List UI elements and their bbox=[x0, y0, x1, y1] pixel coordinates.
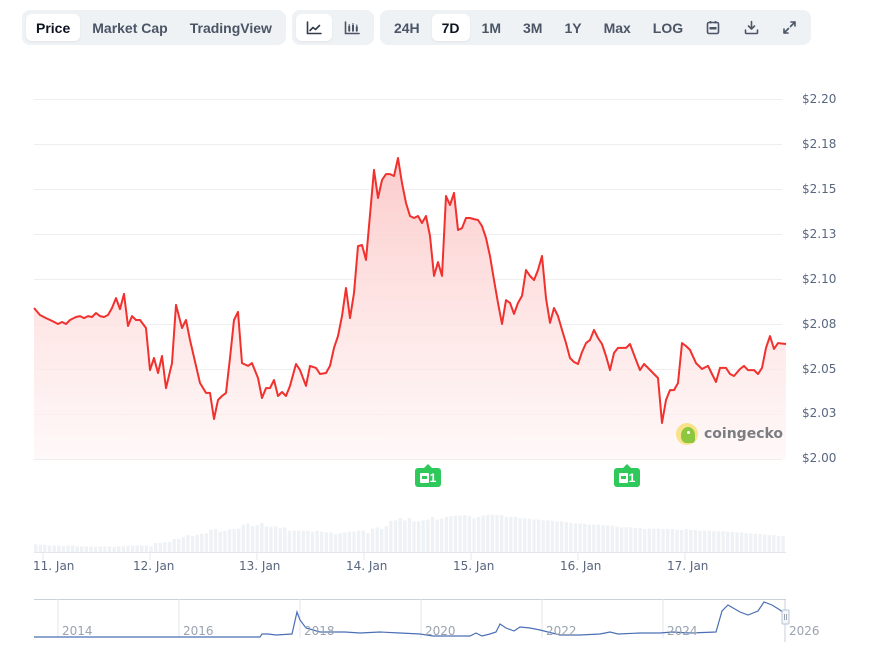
navigator-year-label: 2016 bbox=[183, 624, 214, 638]
x-axis-label: 12. Jan bbox=[133, 559, 175, 573]
tab-market-cap[interactable]: Market Cap bbox=[82, 14, 177, 41]
download-button[interactable] bbox=[733, 14, 769, 41]
candlestick-chart-button[interactable] bbox=[334, 14, 370, 41]
y-axis-label: $2.15 bbox=[802, 182, 837, 196]
range-label: Max bbox=[603, 19, 631, 36]
range-1y[interactable]: 1Y bbox=[554, 14, 591, 41]
range-label: 3M bbox=[522, 19, 543, 36]
y-axis-label: $2.10 bbox=[802, 272, 837, 286]
x-axis-label: 15. Jan bbox=[453, 559, 495, 573]
news-icon bbox=[419, 472, 429, 483]
watermark-text: coingecko bbox=[704, 426, 784, 442]
y-axis-label: $2.13 bbox=[802, 227, 837, 241]
coingecko-watermark: coingecko bbox=[676, 423, 783, 445]
download-icon bbox=[744, 20, 758, 35]
navigator-year-label: 2026 bbox=[789, 624, 820, 638]
y-axis-label: $2.18 bbox=[802, 137, 837, 151]
range-label: LOG bbox=[652, 19, 684, 36]
news-event-badge[interactable]: 1 bbox=[415, 464, 441, 487]
y-axis-label: $2.08 bbox=[802, 317, 837, 331]
tab-label: TradingView bbox=[189, 19, 272, 36]
event-count: 1 bbox=[429, 470, 437, 485]
candlestick-chart-icon bbox=[344, 20, 360, 34]
line-chart-button[interactable] bbox=[295, 14, 332, 41]
fullscreen-icon bbox=[782, 21, 796, 34]
range-label: 1Y bbox=[564, 19, 582, 36]
range-7d[interactable]: 7D bbox=[431, 14, 470, 41]
tab-label: Price bbox=[36, 19, 71, 36]
range-1m[interactable]: 1M bbox=[472, 14, 511, 41]
chart-type-toggle bbox=[291, 10, 374, 45]
x-axis-label: 11. Jan bbox=[33, 559, 75, 573]
navigator-year-label: 2020 bbox=[425, 624, 456, 638]
tab-price[interactable]: Price bbox=[26, 14, 81, 41]
x-axis-label: 14. Jan bbox=[346, 559, 388, 573]
x-axis-label: 13. Jan bbox=[239, 559, 281, 573]
navigator-year-label: 2018 bbox=[304, 624, 335, 638]
tab-tradingview[interactable]: TradingView bbox=[180, 14, 282, 41]
chart-toolbar: Price Market Cap TradingView 24H 7D 1M 3… bbox=[22, 10, 812, 45]
range-max[interactable]: Max bbox=[594, 14, 641, 41]
x-axis-label: 17. Jan bbox=[667, 559, 709, 573]
navigator-year-label: 2014 bbox=[62, 624, 93, 638]
fullscreen-button[interactable] bbox=[771, 14, 807, 41]
calendar-icon bbox=[706, 21, 720, 35]
y-axis-label: $2.05 bbox=[802, 362, 837, 376]
range-label: 1M bbox=[481, 19, 501, 36]
y-axis-label: $2.03 bbox=[802, 406, 837, 420]
range-selector: 24H 7D 1M 3M 1Y Max LOG bbox=[379, 10, 812, 45]
range-label: 24H bbox=[393, 19, 420, 36]
news-event-badge[interactable]: 1 bbox=[614, 464, 640, 487]
data-type-tabs: Price Market Cap TradingView bbox=[22, 10, 286, 45]
date-range-button[interactable] bbox=[695, 14, 731, 41]
navigator-year-label: 2024 bbox=[667, 624, 698, 638]
coingecko-logo-icon bbox=[676, 423, 698, 445]
log-scale-toggle[interactable]: LOG bbox=[643, 14, 693, 41]
news-icon bbox=[618, 472, 628, 483]
range-label: 7D bbox=[441, 19, 460, 36]
navigator-year-label: 2022 bbox=[546, 624, 577, 638]
tab-label: Market Cap bbox=[92, 19, 168, 36]
x-axis-label: 16. Jan bbox=[560, 559, 602, 573]
range-24h[interactable]: 24H bbox=[384, 14, 430, 41]
range-3m[interactable]: 3M bbox=[513, 14, 552, 41]
y-axis-label: $2.20 bbox=[802, 92, 837, 106]
y-axis-label: $2.00 bbox=[802, 451, 837, 465]
line-chart-icon bbox=[306, 20, 322, 34]
event-count: 1 bbox=[628, 470, 636, 485]
